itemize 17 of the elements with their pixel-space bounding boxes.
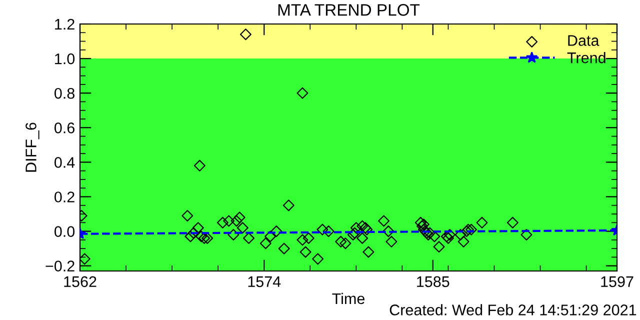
x-tick-label: 1562 xyxy=(64,276,96,288)
y-tick-label: 0.6 xyxy=(54,122,74,134)
x-tick-label: 1574 xyxy=(248,276,281,288)
y-tick-label: 0.4 xyxy=(54,157,75,168)
chart-title: MTA TREND PLOT xyxy=(278,4,420,16)
y-tick-label: 0.8 xyxy=(54,88,74,99)
x-tick-label: 1597 xyxy=(601,276,634,288)
y-tick-label: 0.2 xyxy=(54,192,74,202)
x-tick-label: 1585 xyxy=(417,276,450,288)
y-tick-label: 0.0 xyxy=(54,226,75,237)
y-tick-label: −0.2 xyxy=(46,260,74,272)
x-axis-title: Time xyxy=(332,292,365,304)
text: Created: Wed Feb 24 14:51:29 2021 xyxy=(390,304,636,316)
legend-label: Data xyxy=(568,35,600,46)
y-tick-label: 1.0 xyxy=(55,53,75,64)
y-tick-label: 1.2 xyxy=(55,18,74,30)
y-axis-title: DIFF_6 xyxy=(26,122,40,172)
